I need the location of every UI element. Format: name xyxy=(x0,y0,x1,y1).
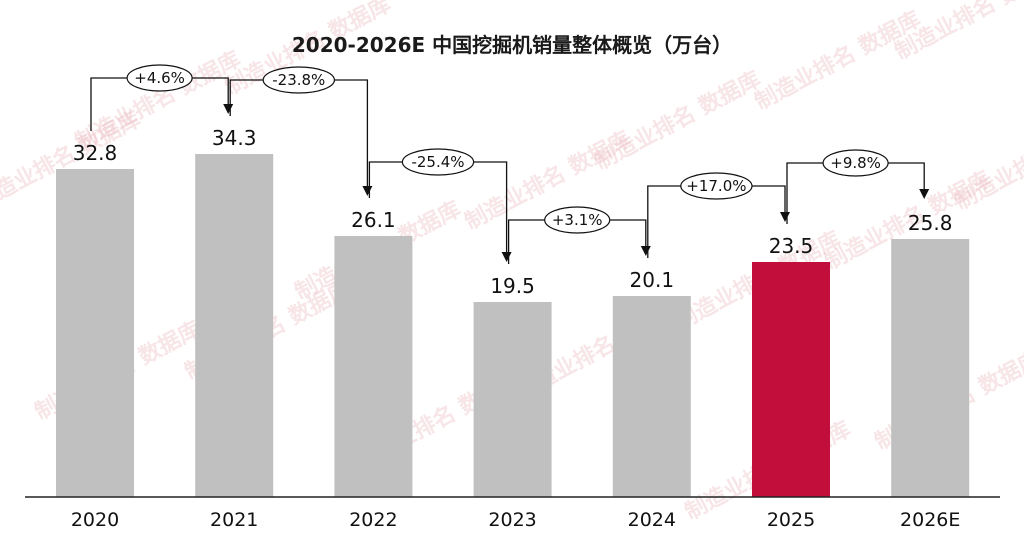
growth-badge xyxy=(262,66,335,94)
bar-2025 xyxy=(752,262,830,497)
growth-arrow-2023: -25.4% xyxy=(368,148,512,262)
growth-arrow-2022: -23.8% xyxy=(229,66,373,196)
growth-label: -23.8% xyxy=(272,71,325,89)
x-tick-label-2025: 2025 xyxy=(767,509,815,531)
growth-label: +9.8% xyxy=(830,154,881,172)
growth-badge xyxy=(401,148,475,176)
watermark-text: 制造业排名 数据库 xyxy=(751,6,925,115)
chart-title: 2020-2026E 中国挖掘机销量整体概览（万台） xyxy=(292,33,732,57)
growth-badge xyxy=(822,149,889,177)
x-tick-label-2021: 2021 xyxy=(210,509,258,531)
growth-label: +4.6% xyxy=(134,69,185,87)
growth-badge xyxy=(126,64,193,92)
value-label-2020: 32.8 xyxy=(73,141,118,165)
bar-2023 xyxy=(473,302,552,497)
x-axis-labels: 2020 2021 2022 2023 2024 2025 2026E xyxy=(71,509,961,531)
x-tick-label-2023: 2023 xyxy=(488,509,536,531)
growth-label: +3.1% xyxy=(552,211,603,229)
bar-2020 xyxy=(56,169,134,497)
watermark-text: 制造业排名 数据库 xyxy=(591,66,765,175)
bar-2022 xyxy=(334,236,413,497)
growth-badge xyxy=(544,206,611,234)
growth-arrows: +4.6% -23.8% -25.4% +3.1% +17.0% +9.8% xyxy=(90,64,930,264)
x-tick-label-2024: 2024 xyxy=(628,509,676,531)
bars: 32.8 34.3 26.1 19.5 20.1 23.5 25.8 xyxy=(56,126,970,497)
bar-2024 xyxy=(612,296,691,497)
growth-arrow-2025: +17.0% xyxy=(647,172,790,258)
bar-2021 xyxy=(195,154,274,497)
watermark-text: 制造业排名 数据库 xyxy=(951,106,1024,215)
bar-2026E xyxy=(891,239,970,497)
value-label-2024: 20.1 xyxy=(630,268,675,292)
value-label-2023: 19.5 xyxy=(490,274,535,298)
growth-label: -25.4% xyxy=(411,153,464,171)
x-tick-label-2022: 2022 xyxy=(349,509,397,531)
growth-arrow-2026E: +9.8% xyxy=(786,149,930,224)
growth-badge xyxy=(680,172,753,200)
x-tick-label-2020: 2020 xyxy=(71,509,119,531)
growth-label: +17.0% xyxy=(686,177,746,195)
value-label-2026E: 25.8 xyxy=(908,211,953,235)
x-tick-label-2026E: 2026E xyxy=(900,509,960,531)
value-label-2025: 23.5 xyxy=(769,234,814,258)
value-label-2021: 34.3 xyxy=(212,126,257,150)
growth-arrow-2024: +3.1% xyxy=(507,206,651,264)
value-label-2022: 26.1 xyxy=(351,208,396,232)
